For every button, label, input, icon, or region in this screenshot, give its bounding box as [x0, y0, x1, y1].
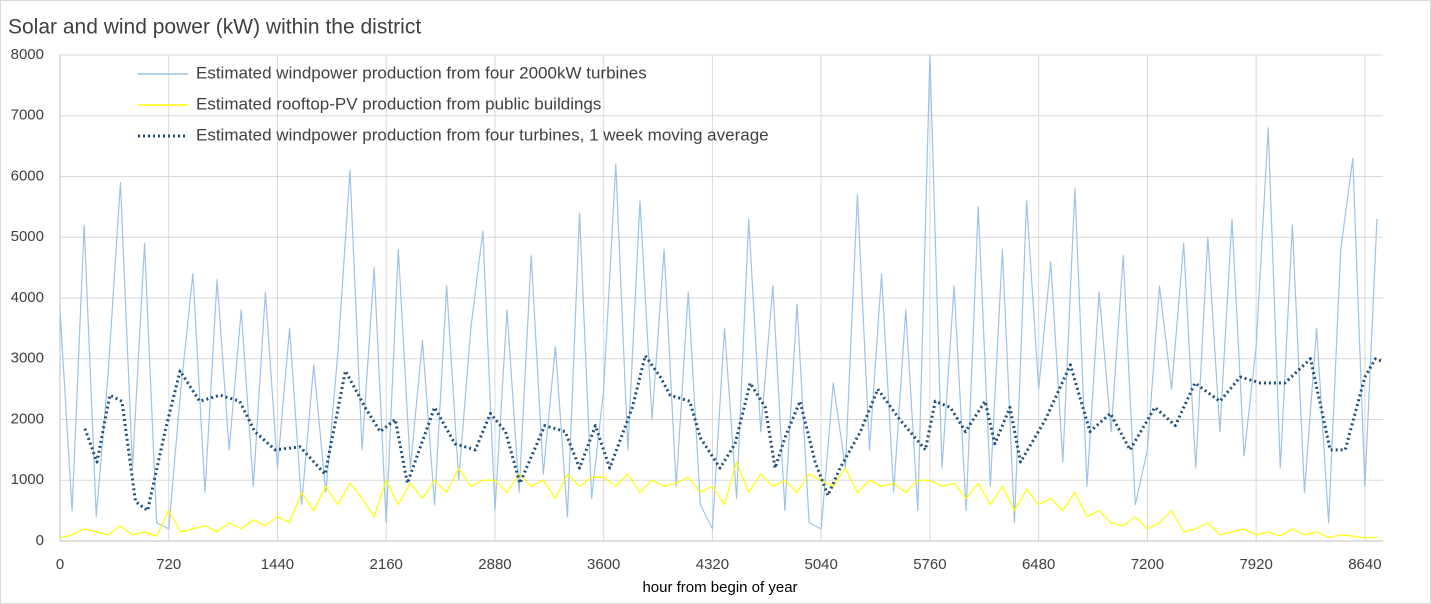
series-line [83, 354, 1384, 513]
y-tick-label: 2000 [11, 410, 44, 427]
y-tick-label: 1000 [11, 471, 44, 488]
y-tick-label: 8000 [11, 46, 44, 63]
x-tick-label: 7920 [1239, 556, 1272, 573]
chart-title: Solar and wind power (kW) within the dis… [8, 16, 421, 39]
x-tick-label: 2880 [478, 556, 511, 573]
legend-label: Estimated rooftop-PV production from pub… [196, 94, 601, 113]
plot [59, 54, 1384, 539]
series-line [59, 54, 1378, 530]
y-tick-label: 0 [36, 532, 44, 549]
x-tick-label: 0 [56, 556, 64, 573]
x-tick-label: 2160 [370, 556, 403, 573]
x-tick-label: 6480 [1022, 556, 1055, 573]
legend-label: Estimated windpower production from four… [196, 125, 769, 144]
y-tick-label: 7000 [11, 107, 44, 124]
x-axis-label: hour from begin of year [642, 579, 797, 596]
y-tick-label: 4000 [11, 289, 44, 306]
x-tick-label: 5760 [913, 556, 946, 573]
x-tick-label: 1440 [261, 556, 294, 573]
x-tick-label: 4320 [696, 556, 729, 573]
x-tick-label: 3600 [587, 556, 620, 573]
y-tick-label: 6000 [11, 167, 44, 184]
legend-label: Estimated windpower production from four… [196, 63, 647, 82]
x-tick-label: 720 [156, 556, 181, 573]
series-line [59, 461, 1377, 539]
x-tick-label: 5040 [804, 556, 837, 573]
grid: 0 1000 2000 3000 4000 5000 6000 7000 8000 0 720 144… [11, 46, 1383, 573]
x-tick-label: 7200 [1131, 556, 1164, 573]
y-tick-label: 5000 [11, 228, 44, 245]
legend: Estimated windpower production from four… [138, 63, 769, 144]
y-tick-label: 3000 [11, 350, 44, 367]
x-tick-label: 8640 [1348, 556, 1381, 573]
